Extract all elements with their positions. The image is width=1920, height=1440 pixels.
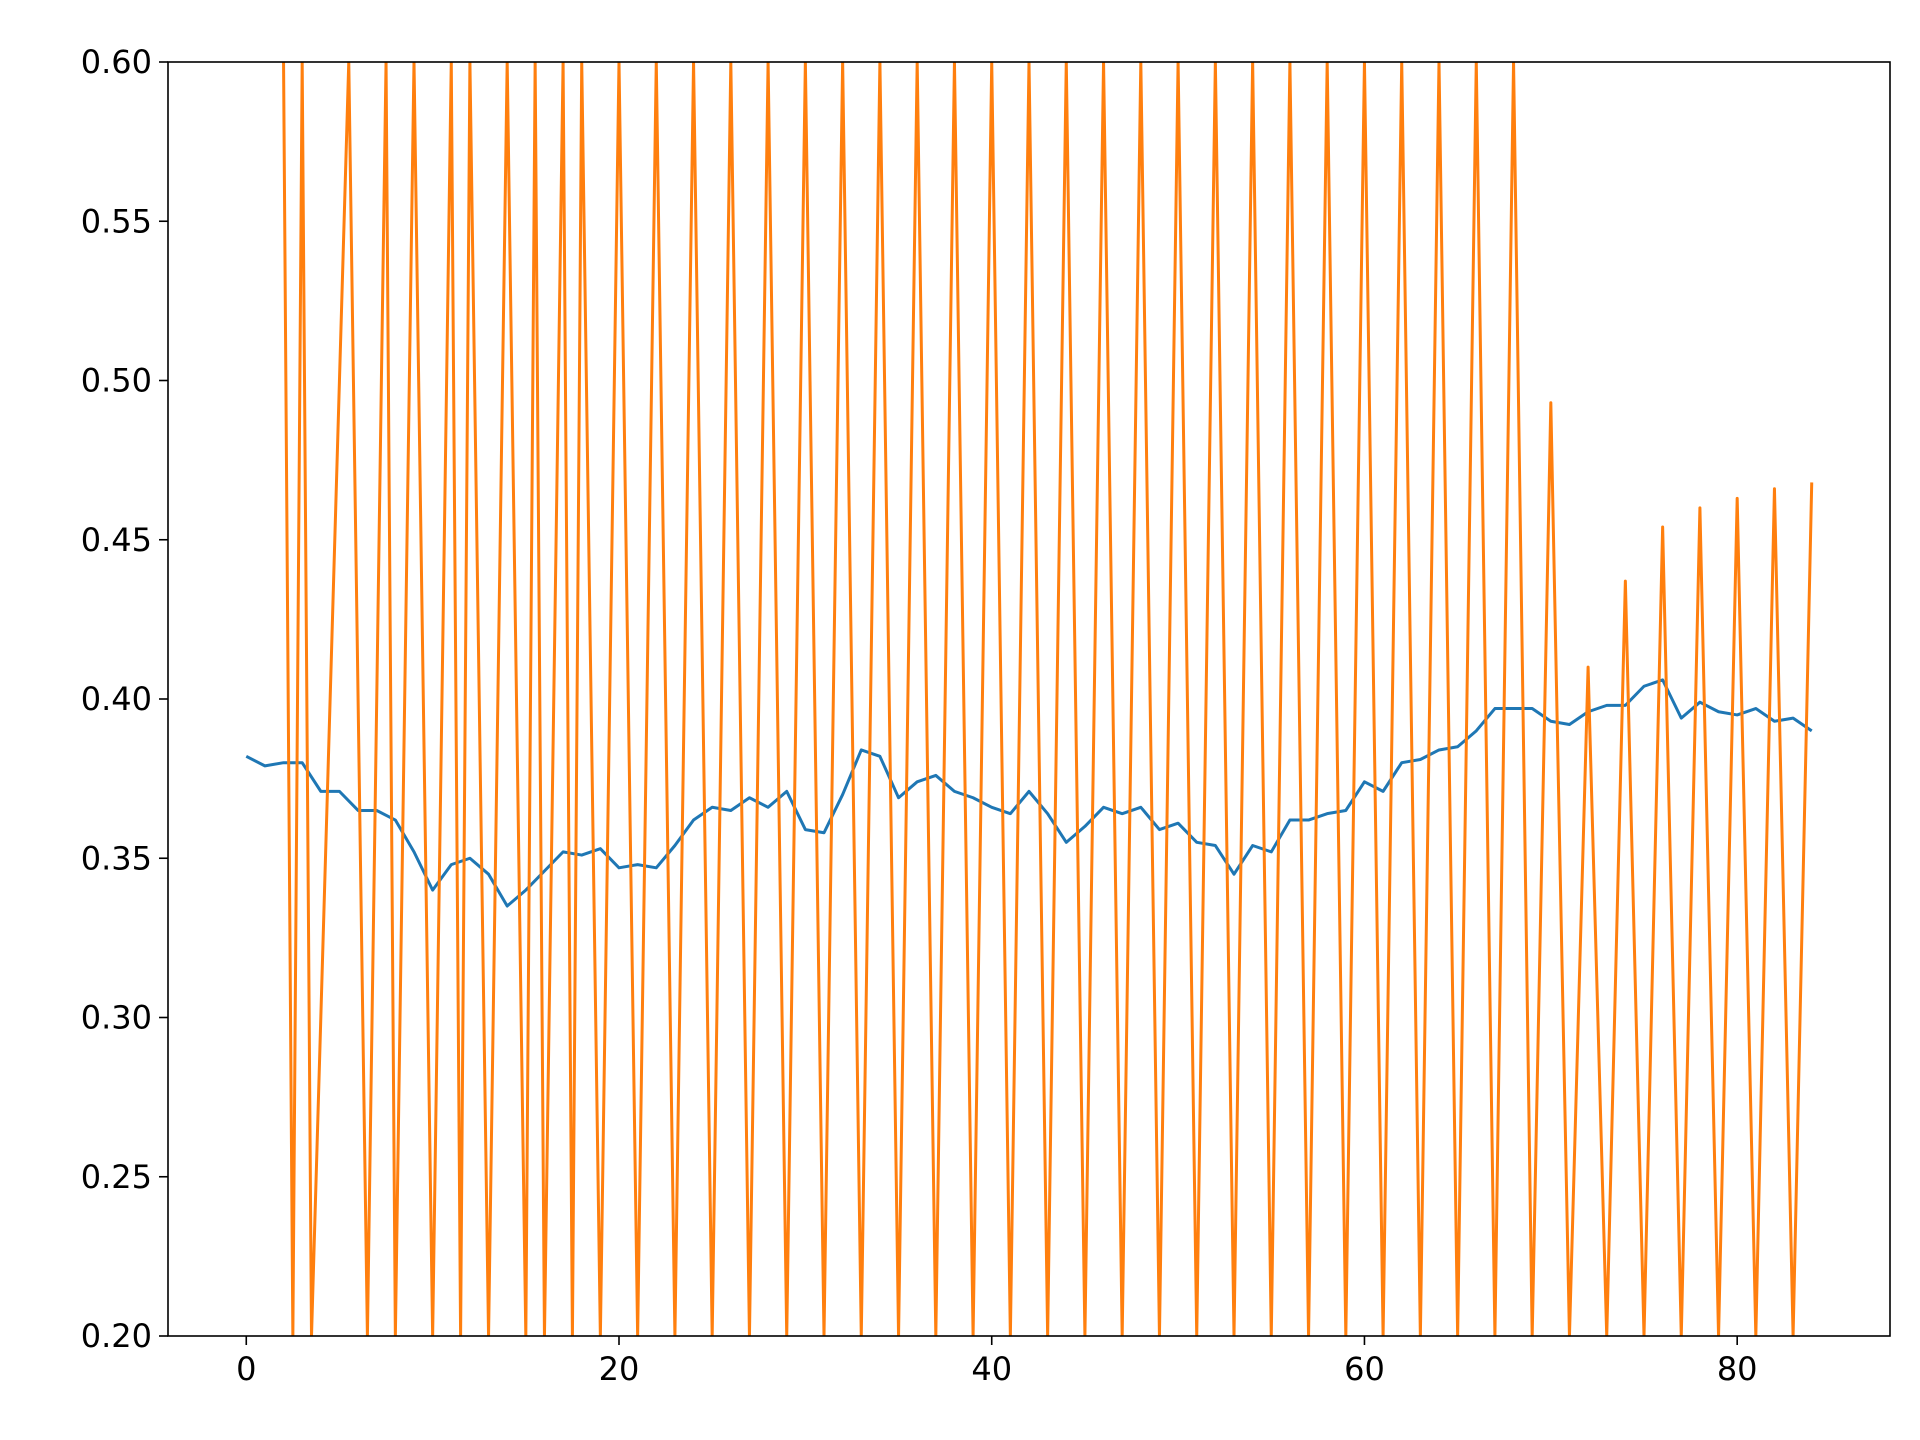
y-tick-label: 0.35 <box>81 839 152 877</box>
y-tick-label: 0.45 <box>81 521 152 559</box>
series-line-2 <box>282 62 1814 1336</box>
y-tick-label: 0.20 <box>81 1317 152 1355</box>
x-tick-label: 0 <box>236 1350 256 1388</box>
x-tick-label: 60 <box>1344 1350 1385 1388</box>
series-layer <box>245 62 1814 1336</box>
x-axis: 0 20 40 60 80 <box>236 1336 1758 1388</box>
y-axis: 0.20 0.25 0.30 0.35 0.40 0.45 0.50 0.55 0.60 <box>81 43 168 1355</box>
y-tick-label: 0.30 <box>81 999 152 1037</box>
y-tick-label: 0.40 <box>81 680 152 718</box>
x-tick-label: 20 <box>599 1350 640 1388</box>
y-tick-label: 0.25 <box>81 1158 152 1196</box>
series-line-1 <box>245 678 1813 908</box>
plot-area: 0 20 40 60 80 0.200.250.300.350.400.450.500.… <box>81 43 1891 1388</box>
x-tick-label: 80 <box>1717 1350 1758 1388</box>
y-tick-label: 0.50 <box>81 362 152 400</box>
x-tick-label: 40 <box>971 1350 1012 1388</box>
y-tick-label: 0.60 <box>81 43 152 81</box>
y-tick-label: 0.55 <box>81 202 152 240</box>
